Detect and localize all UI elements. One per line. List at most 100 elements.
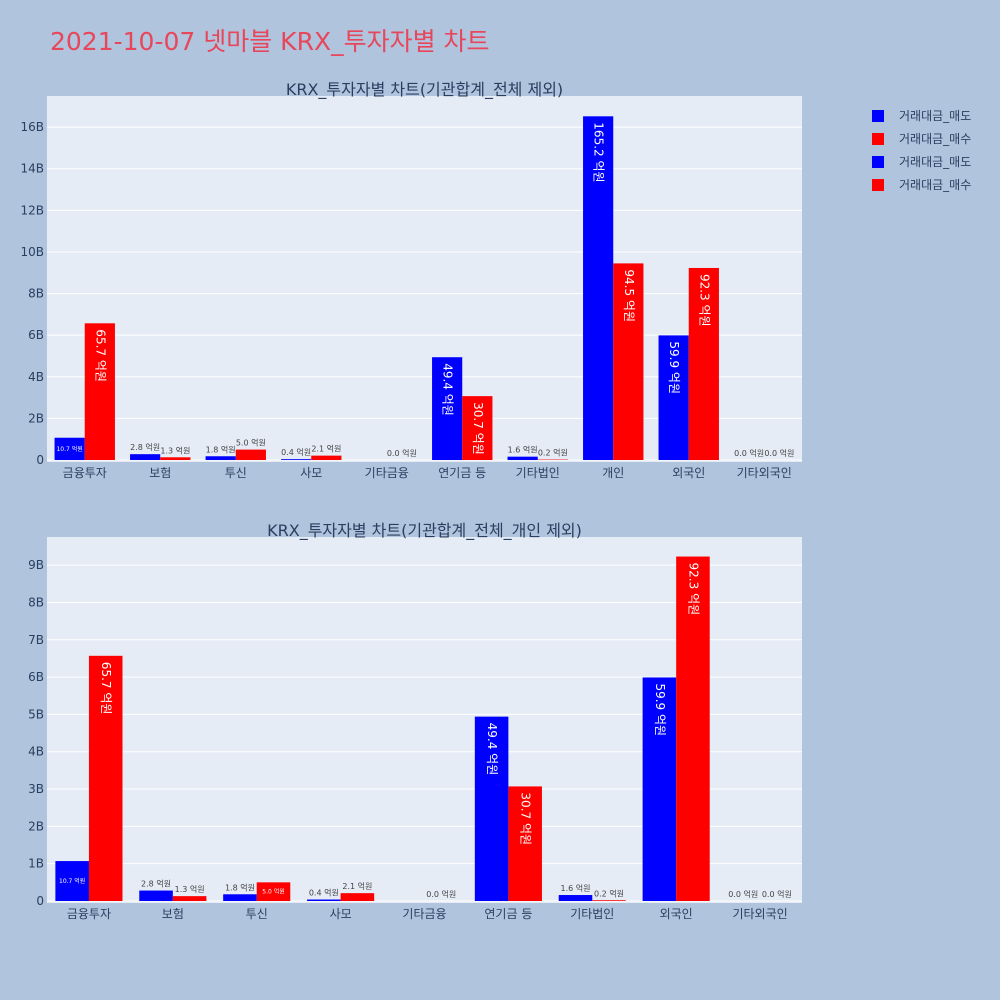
- y-tick-label: 6B: [28, 670, 44, 684]
- data-label: 10.7 억원: [56, 445, 82, 453]
- bar: [462, 396, 493, 460]
- bar: [508, 786, 542, 901]
- bar: [642, 677, 677, 901]
- data-label: 92.3 억원: [697, 274, 711, 327]
- data-label: 2.8 억원: [141, 879, 171, 889]
- x-tick-label: 사모: [300, 466, 322, 480]
- y-tick-label: 2B: [28, 819, 44, 833]
- data-label: 0.0 억원: [426, 889, 456, 899]
- legend-swatch: [872, 132, 884, 145]
- y-tick-label: 0: [36, 894, 44, 908]
- y-tick-label: 8B: [28, 595, 44, 609]
- x-tick-label: 기타법인: [570, 907, 614, 921]
- bar: [54, 437, 85, 460]
- data-label: 65.7 억원: [99, 662, 113, 715]
- legend-label: 거래대금_매도: [899, 155, 972, 169]
- data-label: 0.0 억원: [734, 448, 764, 458]
- bar: [160, 457, 191, 460]
- data-label: 65.7 억원: [93, 329, 107, 382]
- y-tick-label: 4B: [28, 745, 44, 759]
- bar: [256, 882, 291, 901]
- legend-item[interactable]: 거래대금_매도: [872, 150, 971, 173]
- data-label: 1.6 억원: [508, 445, 538, 455]
- legend[interactable]: 거래대금_매도 거래대금_매수 거래대금_매도 거래대금_매수: [872, 104, 971, 196]
- x-tick-label: 투신: [225, 466, 247, 480]
- data-label: 2.8 억원: [130, 442, 160, 452]
- bar: [139, 890, 173, 901]
- y-tick-label: 6B: [28, 328, 44, 342]
- legend-item[interactable]: 거래대금_매수: [872, 173, 971, 196]
- x-tick-label: 보험: [162, 907, 184, 921]
- x-tick-label: 기타외국인: [732, 907, 787, 921]
- bar: [281, 459, 312, 460]
- x-tick-label: 기타법인: [516, 466, 560, 480]
- bar: [474, 716, 509, 901]
- y-tick-label: 12B: [20, 203, 44, 217]
- bar: [432, 357, 463, 460]
- x-tick-label: 금융투자: [67, 907, 111, 921]
- bar: [311, 455, 342, 460]
- legend-swatch: [872, 155, 884, 168]
- data-label: 0.0 억원: [762, 889, 792, 899]
- chart-1: 0 2B 4B 6B 8B 10B 12B 14B 16B KRX_투자자별 차트(기관합계_전체…: [20, 80, 802, 480]
- data-label: 49.4 억원: [485, 723, 499, 776]
- data-label: 30.7 억원: [519, 792, 533, 845]
- legend-item[interactable]: 거래대금_매도: [872, 104, 971, 127]
- bar: [583, 116, 614, 460]
- legend-label: 거래대금_매수: [899, 132, 972, 146]
- y-tick-label: 14B: [20, 162, 44, 176]
- data-label: 165.2 억원: [592, 122, 606, 182]
- x-tick-label: 연기금 등: [438, 466, 486, 480]
- y-tick-label: 5B: [28, 707, 44, 721]
- y-tick-label: 1B: [28, 857, 44, 871]
- bar: [613, 263, 644, 460]
- x-tick-label: 투신: [246, 907, 268, 921]
- data-label: 0.4 억원: [309, 888, 339, 898]
- bar: [676, 556, 710, 901]
- data-label: 49.4 억원: [441, 363, 455, 416]
- x-tick-label: 기타금융: [402, 907, 446, 921]
- y-tick-label: 9B: [28, 558, 44, 572]
- data-label: 2.1 억원: [342, 881, 372, 891]
- data-label: 1.8 억원: [206, 444, 236, 454]
- data-label: 59.9 억원: [653, 683, 667, 736]
- y-tick-label: 16B: [20, 120, 44, 134]
- x-tick-label: 금융투자: [63, 466, 107, 480]
- bar: [340, 893, 375, 901]
- x-tick-label: 외국인: [672, 466, 705, 480]
- chart-2: 0 1B 2B 3B 4B 5B 6B 7B 8B 9B KRX_투자자별 차트(기관합계_전체_개…: [28, 521, 802, 921]
- bar: [558, 895, 593, 901]
- y-tick-label: 8B: [28, 287, 44, 301]
- x-tick-label: 기타금융: [365, 466, 409, 480]
- x-tick-label: 연기금 등: [484, 907, 532, 921]
- data-label: 0.2 억원: [538, 448, 568, 458]
- bar: [223, 894, 257, 901]
- y-tick-label: 0: [36, 453, 44, 467]
- bar: [592, 900, 626, 901]
- data-label: 0.0 억원: [728, 889, 758, 899]
- bar: [688, 267, 719, 460]
- page-title: 2021-10-07 넷마블 KRX_투자자별 차트: [50, 27, 490, 56]
- bar: [88, 655, 123, 901]
- bar: [205, 456, 236, 460]
- bar: [658, 335, 689, 460]
- y-tick-label: 2B: [28, 411, 44, 425]
- data-label: 94.5 억원: [622, 269, 636, 322]
- data-label: 30.7 억원: [471, 402, 485, 455]
- data-label: 59.9 억원: [667, 341, 681, 394]
- data-label: 5.0 억원: [262, 888, 285, 896]
- data-label: 0.0 억원: [387, 448, 417, 458]
- x-tick-label: 외국인: [660, 907, 693, 921]
- bar: [235, 449, 266, 460]
- legend-item[interactable]: 거래대금_매수: [872, 127, 971, 150]
- data-label: 1.6 억원: [561, 883, 591, 893]
- data-label: 10.7 억원: [59, 877, 85, 885]
- legend-label: 거래대금_매수: [899, 178, 972, 192]
- bar: [55, 861, 89, 901]
- data-label: 5.0 억원: [236, 438, 266, 448]
- data-label: 2.1 억원: [311, 444, 341, 454]
- bar: [507, 456, 538, 460]
- x-tick-label: 사모: [330, 907, 352, 921]
- legend-swatch: [872, 109, 884, 122]
